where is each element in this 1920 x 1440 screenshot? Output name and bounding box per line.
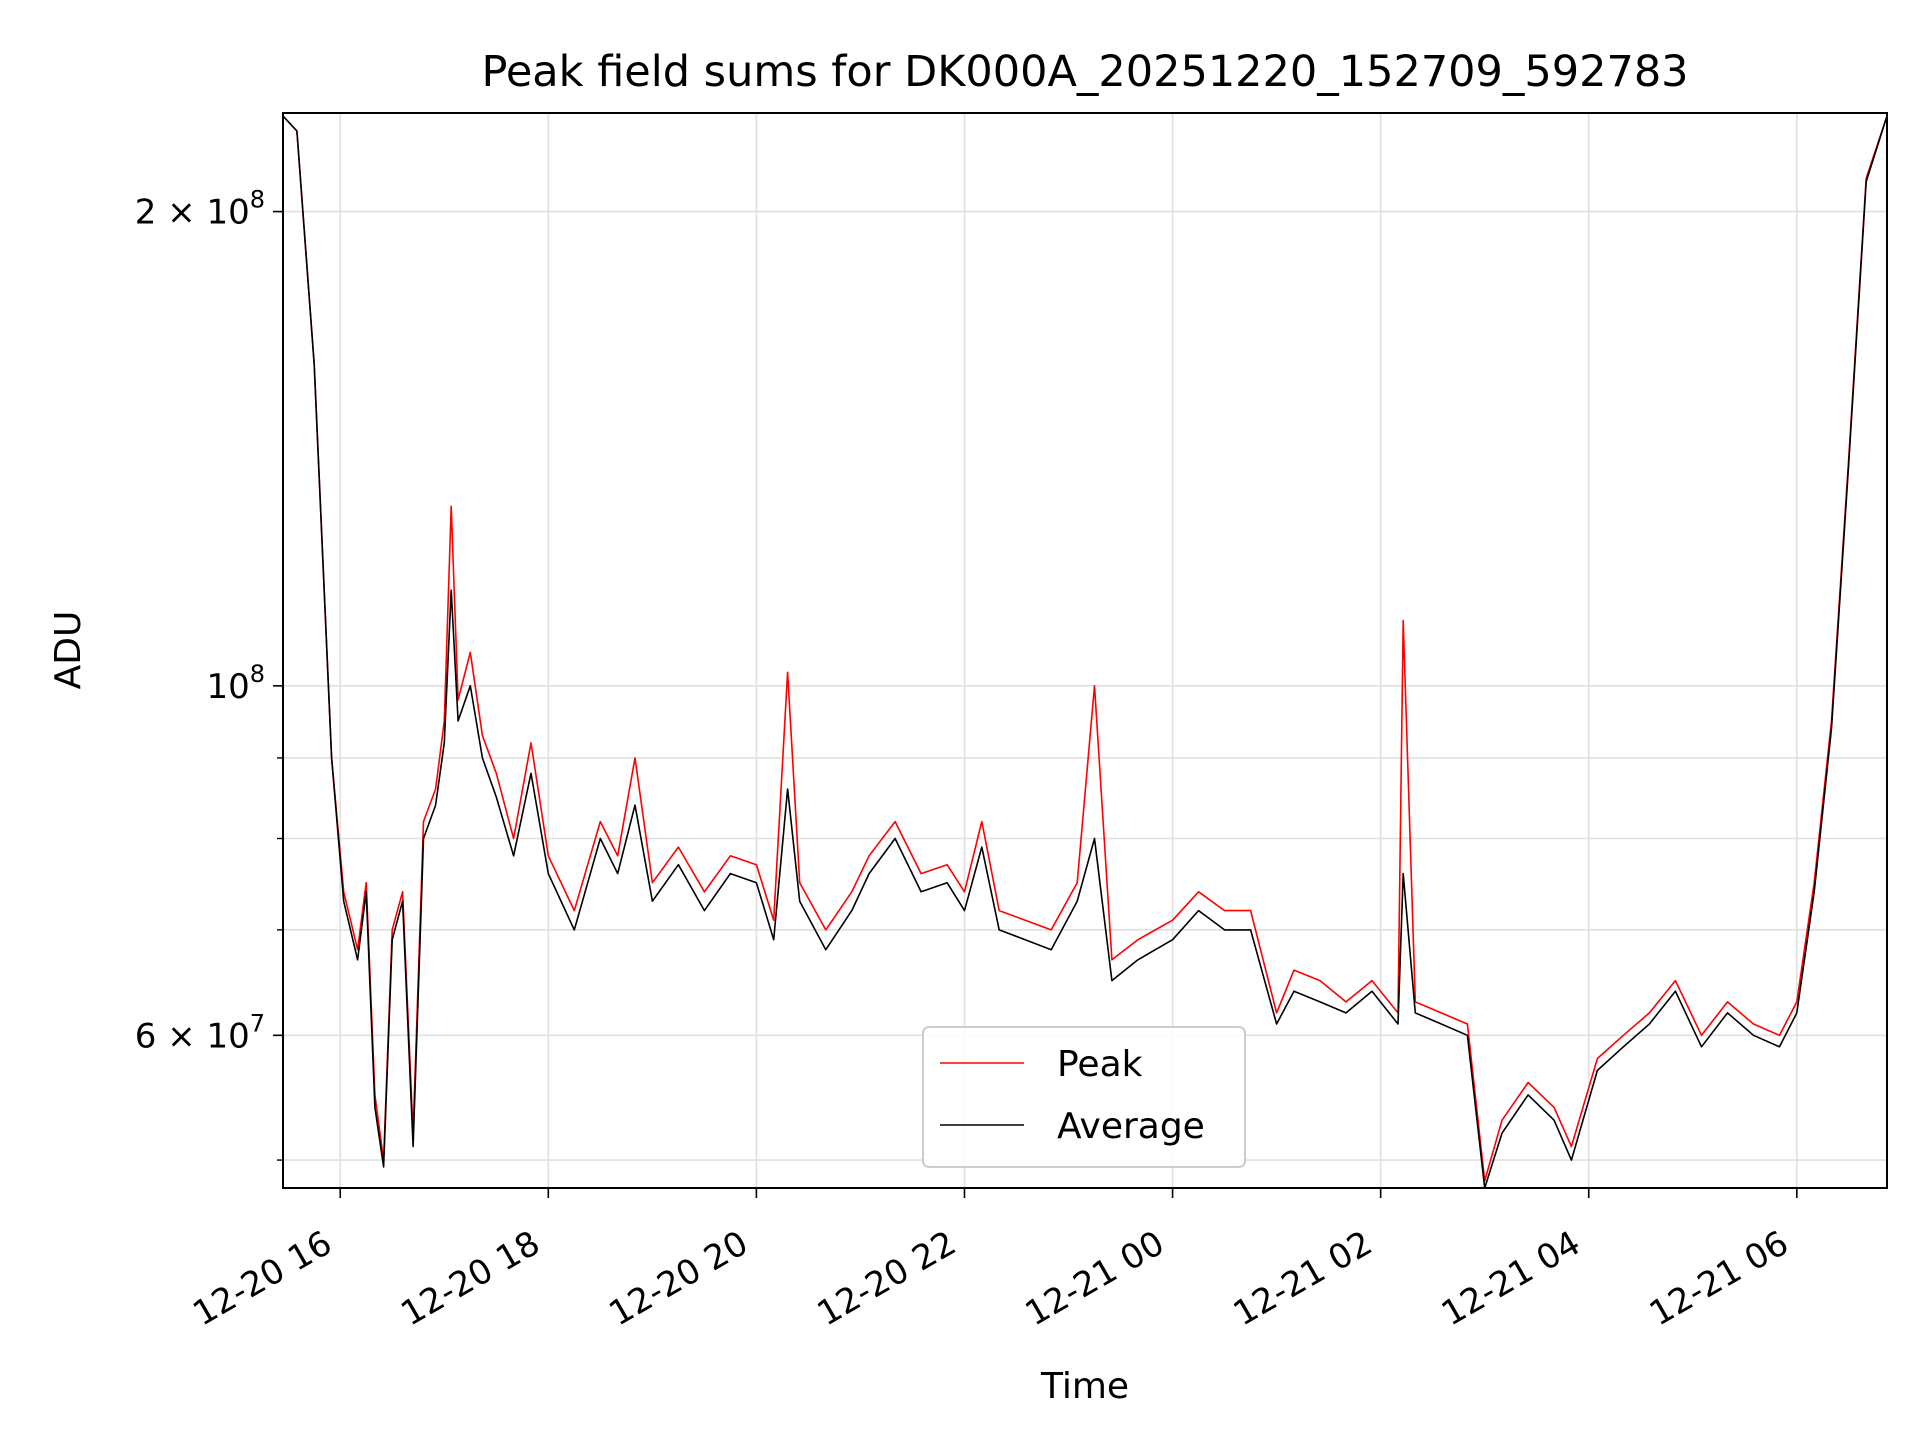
chart-title: Peak field sums for DK000A_20251220_1527… [481,47,1688,97]
y-tick-label: 6 × 107 [135,1009,265,1056]
y-tick-label: 2 × 108 [135,186,265,233]
y-tick-label: 108 [206,660,265,707]
axes-frame [282,112,1888,1189]
series-line-peak [282,115,1888,1182]
grid-lines [283,113,1887,1188]
series-line-average [282,115,1888,1189]
legend: Peak Average [922,1026,1246,1168]
legend-label-peak: Peak [1057,1044,1143,1085]
legend-label-average: Average [1057,1106,1205,1147]
x-axis-title: Time [1040,1366,1129,1407]
plot-area [282,115,1888,1189]
legend-box [922,1026,1246,1168]
y-axis-title: ADU [48,611,89,690]
